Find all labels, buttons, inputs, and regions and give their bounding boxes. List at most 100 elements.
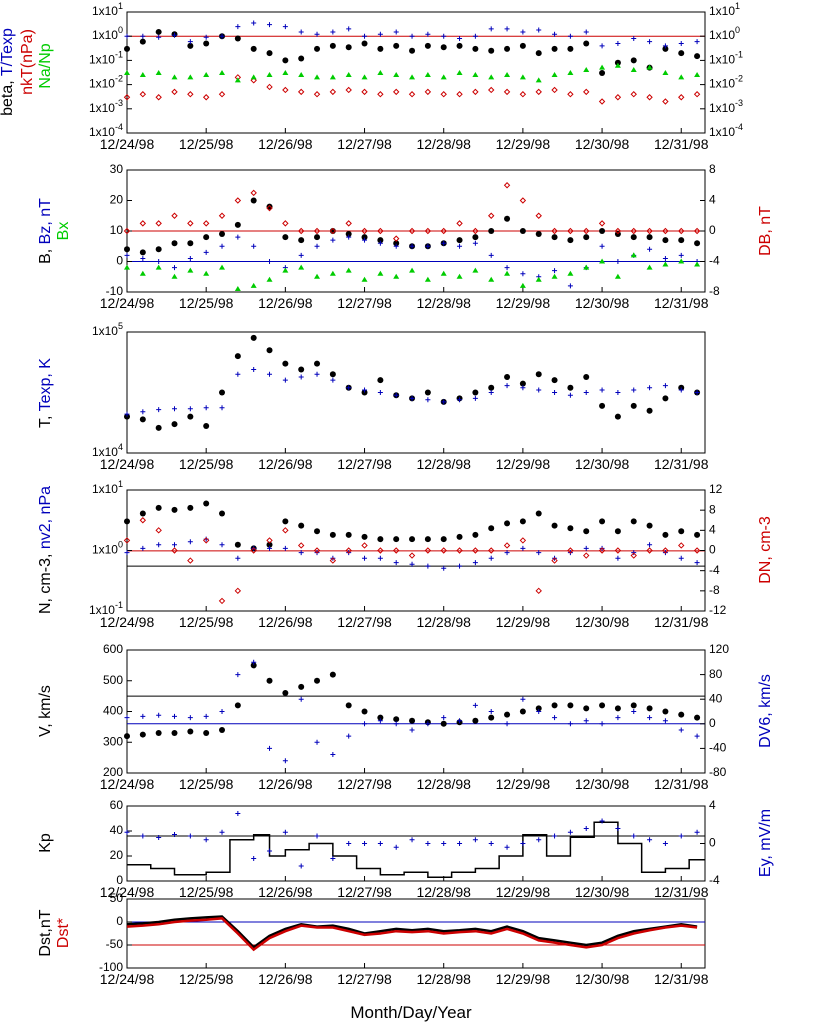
data-point bbox=[583, 528, 590, 535]
data-point bbox=[329, 88, 337, 96]
data-point bbox=[203, 500, 210, 507]
series-beta bbox=[124, 28, 701, 77]
data-point bbox=[630, 234, 637, 241]
data-point bbox=[693, 91, 701, 98]
data-point bbox=[614, 94, 622, 101]
x-tick-label: 12/30/98 bbox=[575, 295, 630, 311]
data-point bbox=[630, 552, 637, 559]
data-point bbox=[393, 273, 400, 279]
data-point bbox=[297, 88, 305, 96]
y-tick-label: 1x10-2 bbox=[89, 74, 123, 91]
data-point bbox=[219, 542, 225, 548]
data-point bbox=[330, 29, 336, 35]
y-right-tick-label: 0 bbox=[709, 223, 716, 237]
data-point bbox=[614, 227, 622, 235]
data-point bbox=[694, 53, 701, 60]
data-point bbox=[251, 20, 257, 26]
data-point bbox=[187, 42, 194, 49]
data-point bbox=[583, 227, 590, 235]
data-point bbox=[123, 227, 131, 235]
y-right-tick-label: -4 bbox=[709, 254, 720, 268]
y-tick-label: 1x100 bbox=[92, 540, 123, 557]
data-point bbox=[536, 837, 542, 843]
data-point bbox=[314, 273, 321, 279]
data-point bbox=[346, 841, 352, 846]
data-point bbox=[599, 70, 606, 77]
y-axis-label-part: Dst,nT bbox=[37, 909, 54, 956]
data-point bbox=[662, 547, 669, 554]
data-point bbox=[392, 547, 400, 554]
data-point bbox=[362, 387, 368, 393]
data-point bbox=[267, 371, 273, 377]
data-point bbox=[314, 677, 321, 684]
data-point bbox=[646, 547, 653, 554]
x-tick-label: 12/24/98 bbox=[100, 884, 155, 900]
data-point bbox=[440, 74, 447, 80]
data-point bbox=[598, 98, 606, 105]
data-point bbox=[504, 844, 510, 850]
data-point bbox=[424, 42, 431, 49]
data-point bbox=[314, 833, 320, 839]
data-point bbox=[662, 383, 668, 389]
data-point bbox=[250, 74, 257, 80]
dst-line bbox=[126, 917, 698, 952]
data-point bbox=[377, 91, 384, 98]
data-point bbox=[155, 424, 162, 431]
y-axis-label-part: beta, bbox=[0, 76, 16, 116]
data-point bbox=[282, 70, 289, 76]
data-point bbox=[172, 713, 178, 719]
y-axis-label-2-part: Bx bbox=[55, 222, 72, 241]
data-point bbox=[488, 252, 494, 258]
data-point bbox=[503, 542, 511, 549]
data-point bbox=[140, 255, 146, 261]
y-tick-label: 500 bbox=[103, 673, 123, 687]
data-point bbox=[519, 537, 527, 544]
data-point bbox=[456, 547, 463, 554]
data-point bbox=[124, 264, 130, 270]
data-point bbox=[329, 227, 337, 235]
x-tick-label: 12/28/98 bbox=[416, 614, 471, 630]
data-point bbox=[298, 374, 304, 380]
y-tick-label: 200 bbox=[103, 765, 123, 779]
y-tick-label: 0 bbox=[116, 914, 123, 928]
y-right-tick-label: 80 bbox=[709, 667, 723, 681]
data-point bbox=[535, 276, 542, 282]
data-point bbox=[614, 62, 621, 68]
data-point bbox=[425, 841, 431, 846]
data-point bbox=[234, 77, 241, 83]
y-tick-label: 1x100 bbox=[92, 26, 123, 43]
y-axis-label-part: Kp bbox=[37, 833, 54, 853]
x-tick-label: 12/27/98 bbox=[337, 136, 392, 152]
data-point bbox=[266, 541, 273, 548]
data-point bbox=[171, 730, 178, 737]
data-point bbox=[488, 547, 495, 554]
data-point bbox=[362, 237, 368, 243]
data-point bbox=[631, 709, 637, 714]
data-point bbox=[345, 547, 352, 554]
data-point bbox=[203, 40, 210, 47]
x-tick-label: 12/29/98 bbox=[496, 136, 551, 152]
data-point bbox=[298, 71, 305, 77]
y-tick-label: 1x101 bbox=[92, 1, 123, 18]
data-point bbox=[155, 527, 162, 534]
data-point bbox=[504, 550, 510, 556]
data-point bbox=[504, 270, 511, 276]
data-point bbox=[218, 597, 226, 605]
data-point bbox=[614, 273, 621, 279]
data-point bbox=[504, 71, 511, 77]
data-point bbox=[345, 267, 352, 273]
x-tick-label: 12/30/98 bbox=[575, 456, 630, 472]
x-tick-label: 12/31/98 bbox=[654, 884, 709, 900]
data-point bbox=[678, 528, 685, 535]
data-point bbox=[440, 91, 447, 98]
y-tick-label: 1x101 bbox=[92, 479, 123, 496]
data-point bbox=[266, 50, 273, 57]
data-point bbox=[615, 555, 621, 561]
data-point bbox=[646, 94, 653, 101]
data-point bbox=[535, 77, 542, 83]
data-point bbox=[425, 721, 431, 727]
data-point bbox=[202, 537, 210, 544]
data-point bbox=[187, 728, 194, 735]
data-point bbox=[472, 531, 479, 538]
data-point bbox=[124, 246, 130, 253]
